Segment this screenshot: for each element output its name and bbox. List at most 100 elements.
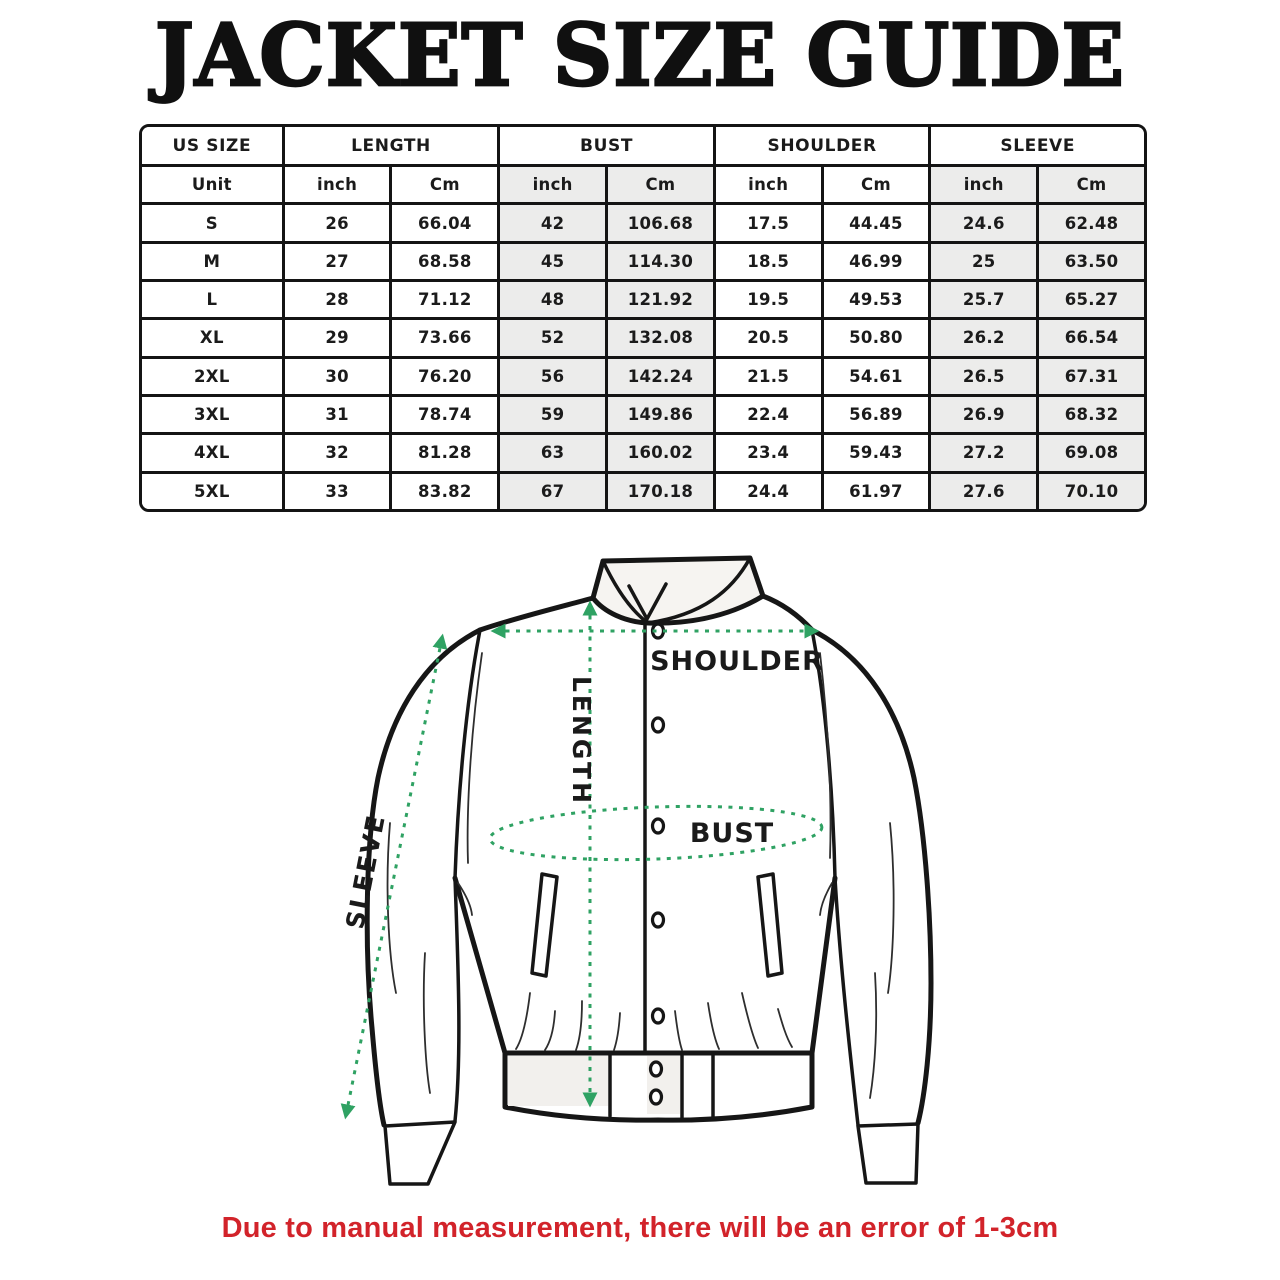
measurement-cell: 67 xyxy=(497,470,609,509)
measurement-cell: 26 xyxy=(281,202,393,244)
welt-pocket-right xyxy=(756,872,784,978)
measurement-cell: 63 xyxy=(497,432,609,474)
measurement-cell: 46.99 xyxy=(821,240,932,283)
measurement-cell: 78.74 xyxy=(389,393,501,436)
measurement-cell: 18.5 xyxy=(712,240,824,283)
measurement-cell: 170.18 xyxy=(605,470,716,509)
measurement-cell: 26.2 xyxy=(928,317,1040,359)
measurement-cell: 24.6 xyxy=(928,202,1040,244)
armhole-left xyxy=(453,628,482,880)
measurement-cell: 29 xyxy=(281,317,393,359)
collar-neckline-right xyxy=(646,556,752,625)
sleeve-label: SLEEVE xyxy=(340,811,391,931)
measurement-cell: 73.66 xyxy=(389,317,501,359)
measurement-cell: 132.08 xyxy=(605,317,716,359)
measurement-cell: 68.32 xyxy=(1036,393,1144,436)
table-row: S 26 66.04 42 106.68 17.5 44.45 24.6 62.48 xyxy=(142,202,1144,244)
size-label: 4XL xyxy=(142,432,285,474)
measurement-cell: 62.48 xyxy=(1036,202,1144,244)
measurement-cell: 71.12 xyxy=(389,278,501,321)
cuff-right xyxy=(856,1122,920,1185)
cuff-left xyxy=(383,1120,457,1186)
size-table: US SIZE LENGTH BUST SHOULDER SLEEVE Unit inch C… xyxy=(142,127,1144,509)
sleeve-outer-left xyxy=(364,627,483,1128)
size-label: L xyxy=(142,278,285,321)
measurement-cell: 67.31 xyxy=(1036,355,1144,397)
wrinkle-lines xyxy=(386,652,895,1099)
column-header-length: LENGTH xyxy=(281,127,501,168)
unit-inch-cell: inch xyxy=(712,164,824,206)
measurement-cell: 33 xyxy=(281,470,393,509)
measurement-cell: 66.54 xyxy=(1036,317,1144,359)
measurement-cell: 121.92 xyxy=(605,278,716,321)
sleeve-arrow xyxy=(340,633,448,1120)
sleeve-inner-left xyxy=(453,876,461,1123)
column-header-sleeve: SLEEVE xyxy=(928,127,1144,168)
bust-ellipse xyxy=(488,804,824,862)
measurement-cell: 49.53 xyxy=(821,278,932,321)
measurement-cell: 70.10 xyxy=(1036,470,1144,509)
measurement-cell: 56 xyxy=(497,355,609,397)
bust-label: BUST xyxy=(690,818,774,849)
size-label: XL xyxy=(142,317,285,359)
unit-inch-cell: inch xyxy=(497,164,609,206)
measurement-cell: 26.9 xyxy=(928,393,1040,436)
table-row: 4XL 32 81.28 63 160.02 23.4 59.43 27.2 69.08 xyxy=(142,432,1144,474)
unit-label-cell: Unit xyxy=(142,164,285,206)
measurement-cell: 31 xyxy=(281,393,393,436)
size-guide-table: US SIZE LENGTH BUST SHOULDER SLEEVE Unit inch C… xyxy=(139,124,1147,512)
table-row: 3XL 31 78.74 59 149.86 22.4 56.89 26.9 68.32 xyxy=(142,393,1144,436)
jacket-sketch: SHOULDER BUST LENGTH SLEEVE xyxy=(340,555,934,1186)
unit-inch-cell: inch xyxy=(928,164,1040,206)
column-header-us-size: US SIZE xyxy=(142,127,285,168)
body-side-right xyxy=(809,875,838,1056)
measurement-cell: 24.4 xyxy=(712,470,824,509)
measurement-cell: 54.61 xyxy=(821,355,932,397)
table-row: M 27 68.58 45 114.30 18.5 46.99 25 63.50 xyxy=(142,240,1144,283)
measurement-cell: 68.58 xyxy=(389,240,501,283)
measurement-cell: 66.04 xyxy=(389,202,501,244)
buttons xyxy=(648,622,666,1106)
measurement-cell: 42 xyxy=(497,202,609,244)
table-row: 5XL 33 83.82 67 170.18 24.4 61.97 27.6 70.10 xyxy=(142,470,1144,509)
measurement-cell: 20.5 xyxy=(712,317,824,359)
page-title: JACKET SIZE GUIDE xyxy=(154,5,1126,108)
measurement-cell: 44.45 xyxy=(821,202,932,244)
disclaimer-text: Due to manual measurement, there will be… xyxy=(221,1212,1059,1244)
measurement-cell: 17.5 xyxy=(712,202,824,244)
column-header-shoulder: SHOULDER xyxy=(712,127,932,168)
measurement-cell: 114.30 xyxy=(605,240,716,283)
jacket-diagram: SHOULDER BUST LENGTH SLEEVE xyxy=(330,523,970,1215)
size-label: S xyxy=(142,202,285,244)
measurement-cell: 27.2 xyxy=(928,432,1040,474)
body-side-left xyxy=(452,875,508,1056)
measurement-cell: 63.50 xyxy=(1036,240,1144,283)
measurement-cell: 21.5 xyxy=(712,355,824,397)
measurement-cell: 32 xyxy=(281,432,393,474)
collar-v-notch xyxy=(627,582,668,623)
measurement-cell: 25.7 xyxy=(928,278,1040,321)
measurement-cell: 56.89 xyxy=(821,393,932,436)
table-row: XL 29 73.66 52 132.08 20.5 50.80 26.2 66.54 xyxy=(142,317,1144,359)
column-header-bust: BUST xyxy=(497,127,716,168)
measurement-cell: 27 xyxy=(281,240,393,283)
size-label: 2XL xyxy=(142,355,285,397)
measurement-cell: 160.02 xyxy=(605,432,716,474)
length-label: LENGTH xyxy=(567,676,596,806)
measurement-cell: 149.86 xyxy=(605,393,716,436)
welt-pocket-left xyxy=(530,872,559,978)
measurement-cell: 76.20 xyxy=(389,355,501,397)
measurement-cell: 52 xyxy=(497,317,609,359)
unit-cm-cell: Cm xyxy=(1036,164,1144,206)
measurement-cell: 45 xyxy=(497,240,609,283)
measurement-cell: 142.24 xyxy=(605,355,716,397)
measurement-cell: 81.28 xyxy=(389,432,501,474)
measurement-cell: 22.4 xyxy=(712,393,824,436)
unit-inch-cell: inch xyxy=(281,164,393,206)
sleeve-inner-right xyxy=(833,876,860,1127)
shoulder-line-left xyxy=(477,595,596,633)
measurement-cell: 23.4 xyxy=(712,432,824,474)
size-label: 5XL xyxy=(142,470,285,509)
table-row: L 28 71.12 48 121.92 19.5 49.53 25.7 65.27 xyxy=(142,278,1144,321)
measurement-cell: 69.08 xyxy=(1036,432,1144,474)
